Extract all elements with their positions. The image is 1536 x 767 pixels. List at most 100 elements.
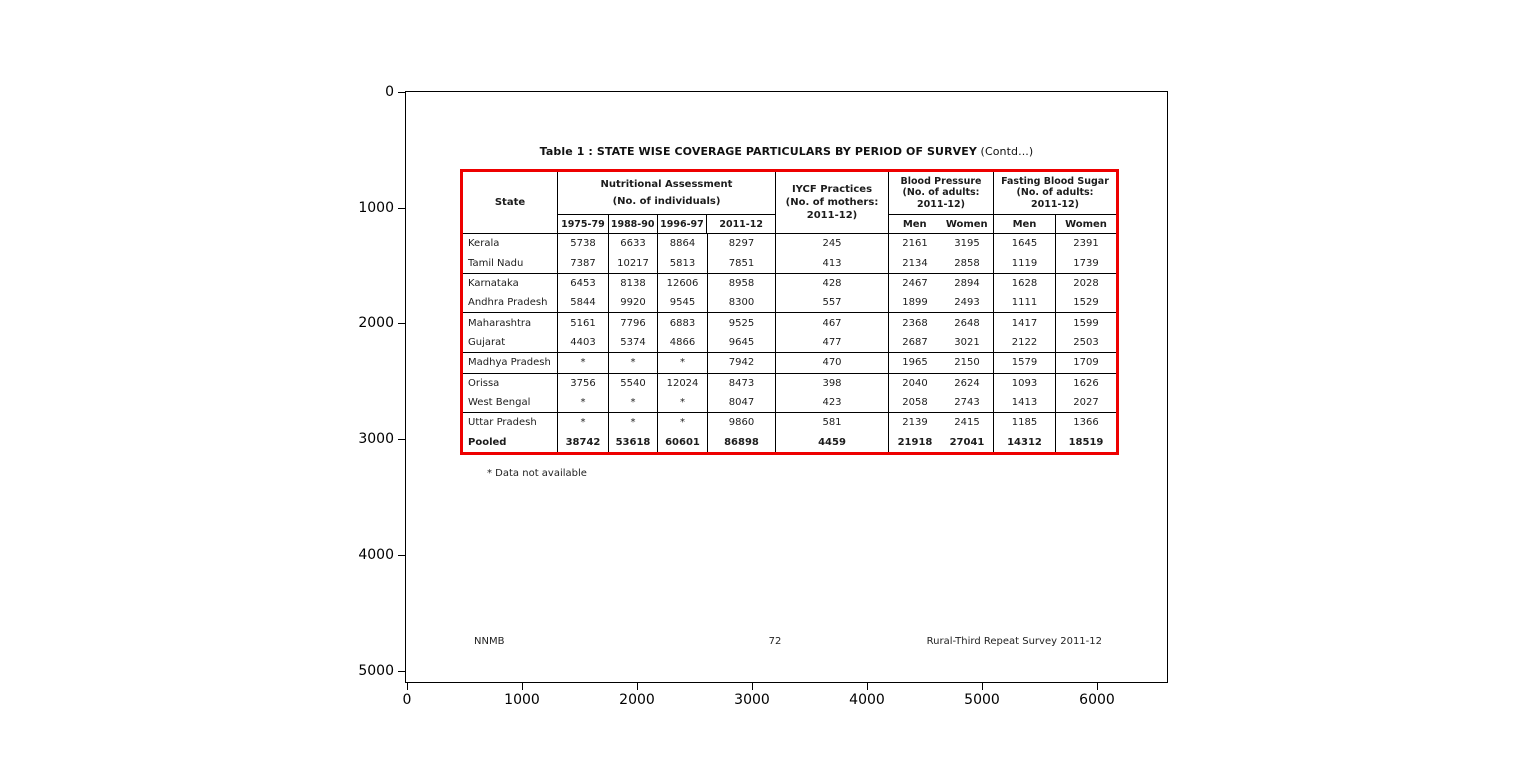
value-cell: 8864 bbox=[658, 234, 708, 254]
header-na-line2: (No. of individuals) bbox=[612, 195, 721, 207]
value-cell: 8047 bbox=[708, 392, 776, 413]
value-cell: 4459 bbox=[776, 432, 889, 452]
value-cell: 5540 bbox=[609, 373, 658, 393]
value-cell: 4403 bbox=[558, 332, 609, 353]
value-cell: 1119 bbox=[994, 253, 1056, 273]
state-cell: Uttar Pradesh bbox=[463, 413, 558, 433]
header-iycf-practices: IYCF Practices (No. of mothers: 2011-12) bbox=[776, 172, 889, 233]
value-cell: 1417 bbox=[994, 313, 1056, 333]
value-cell: 2503 bbox=[1073, 336, 1099, 348]
value-cell: * bbox=[609, 413, 658, 433]
value-cell: 5738 bbox=[558, 234, 609, 254]
table-row-orissa: Orissa 3756 5540 12024 8473 398 2040 262… bbox=[463, 372, 1116, 393]
x-tick-label: 0 bbox=[402, 692, 412, 708]
value-cell: 2028 bbox=[1073, 277, 1099, 289]
value-cell: * bbox=[558, 413, 609, 433]
value-cell: 2027 bbox=[1073, 397, 1099, 409]
value-cell: 9645 bbox=[708, 332, 776, 353]
state-cell: Maharashtra bbox=[463, 313, 558, 333]
x-tick-label: 2000 bbox=[619, 692, 655, 708]
value-cell: 7851 bbox=[708, 253, 776, 273]
value-cell: 2467 bbox=[902, 277, 928, 289]
value-cell: 1739 bbox=[1073, 257, 1099, 269]
value-cell: 3195 bbox=[941, 234, 994, 254]
state-cell: Gujarat bbox=[463, 332, 558, 353]
value-cell: * bbox=[609, 392, 658, 413]
value-cell: 53618 bbox=[609, 432, 658, 452]
y-tick-label: 0 bbox=[385, 84, 394, 100]
value-cell: 467 bbox=[776, 313, 889, 333]
value-cell: 477 bbox=[776, 332, 889, 353]
value-cell: 6883 bbox=[658, 313, 708, 333]
y-tick-label: 2000 bbox=[358, 315, 394, 331]
value-cell: 2415 bbox=[941, 413, 994, 433]
header-iycf-line3: 2011-12) bbox=[806, 210, 858, 221]
value-cell: 12606 bbox=[658, 273, 708, 294]
value-cell: 2687 bbox=[902, 336, 928, 348]
header-fbs-line3: 2011-12) bbox=[1031, 198, 1079, 210]
table-row-west-bengal: West Bengal * * * 8047 423 2058 2743 141… bbox=[463, 392, 1116, 413]
value-cell: 6633 bbox=[609, 234, 658, 254]
header-fbs-line2: (No. of adults: bbox=[1016, 187, 1094, 199]
header-year-1996-97: 1996-97 bbox=[658, 215, 708, 233]
y-tick-label: 5000 bbox=[358, 663, 394, 679]
state-cell: Madhya Pradesh bbox=[463, 353, 558, 373]
value-cell: 9525 bbox=[708, 313, 776, 333]
value-cell: 557 bbox=[776, 293, 889, 313]
header-year-2011-12: 2011-12 bbox=[719, 218, 763, 230]
header-survey-years: 1975-79 1988-90 1996-97 2011-12 bbox=[558, 215, 775, 233]
value-cell: 2743 bbox=[941, 392, 994, 413]
value-cell: 38742 bbox=[558, 432, 609, 452]
header-na-title: Nutritional Assessment (No. of individua… bbox=[558, 172, 775, 215]
header-fbs-men-women: Men Women bbox=[994, 215, 1116, 233]
header-bp-title: Blood Pressure (No. of adults: 2011-12) bbox=[889, 172, 993, 215]
header-bp-line1: Blood Pressure bbox=[900, 175, 982, 187]
value-cell: 8300 bbox=[708, 293, 776, 313]
value-cell: 8473 bbox=[708, 373, 776, 393]
x-tick-label: 3000 bbox=[734, 692, 770, 708]
value-cell: 2493 bbox=[941, 293, 994, 313]
value-cell: 245 bbox=[776, 234, 889, 254]
value-cell: 3021 bbox=[941, 332, 994, 353]
table-row-maharashtra: Maharashtra 5161 7796 6883 9525 467 2368… bbox=[463, 312, 1116, 333]
x-tick-mark bbox=[1097, 683, 1098, 690]
value-cell: 5844 bbox=[558, 293, 609, 313]
value-cell: 1599 bbox=[1073, 317, 1099, 329]
value-cell: * bbox=[658, 353, 708, 373]
value-cell: 9545 bbox=[658, 293, 708, 313]
value-cell: 1579 bbox=[994, 353, 1056, 373]
value-cell: 398 bbox=[776, 373, 889, 393]
value-cell: 2894 bbox=[941, 273, 994, 294]
header-fbs-title: Fasting Blood Sugar (No. of adults: 2011… bbox=[994, 172, 1116, 215]
value-cell: 1413 bbox=[994, 392, 1056, 413]
y-tick-label: 1000 bbox=[358, 200, 394, 216]
x-tick-mark bbox=[752, 683, 753, 690]
y-tick-mark bbox=[398, 439, 405, 440]
x-tick-label: 1000 bbox=[504, 692, 540, 708]
value-cell: 2040 bbox=[902, 377, 928, 389]
value-cell: 10217 bbox=[609, 253, 658, 273]
header-iycf-line1: IYCF Practices bbox=[791, 184, 873, 195]
value-cell: 5813 bbox=[658, 253, 708, 273]
value-cell: 86898 bbox=[708, 432, 776, 452]
value-cell: 6453 bbox=[558, 273, 609, 294]
value-cell: 1628 bbox=[994, 273, 1056, 294]
header-fbs-men: Men bbox=[994, 215, 1056, 233]
table-body: Kerala 5738 6633 8864 8297 245 2161 3195… bbox=[463, 234, 1116, 452]
header-fbs-women: Women bbox=[1065, 218, 1107, 230]
state-cell: Tamil Nadu bbox=[463, 253, 558, 273]
header-bp-line2: (No. of adults: bbox=[902, 187, 980, 199]
value-cell: 2150 bbox=[941, 353, 994, 373]
value-cell: 2122 bbox=[994, 332, 1056, 353]
value-cell: 1111 bbox=[994, 293, 1056, 313]
header-iycf-line2: (No. of mothers: bbox=[785, 197, 879, 208]
value-cell: 1366 bbox=[1073, 417, 1099, 429]
value-cell: 60601 bbox=[658, 432, 708, 452]
state-cell: West Bengal bbox=[463, 392, 558, 413]
x-tick-mark bbox=[637, 683, 638, 690]
table-row-uttar-pradesh: Uttar Pradesh * * * 9860 581 2139 2415 1… bbox=[463, 412, 1116, 433]
value-cell: 9860 bbox=[708, 413, 776, 433]
table-title-contd: (Contd...) bbox=[980, 145, 1034, 158]
table-title: Table 1 : STATE WISE COVERAGE PARTICULAR… bbox=[405, 145, 1168, 158]
y-tick-mark bbox=[398, 92, 405, 93]
